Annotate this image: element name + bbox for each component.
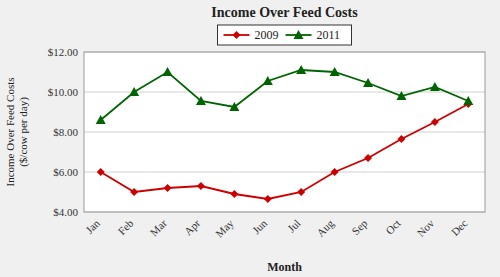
- y-tick-label: $6.00: [53, 166, 78, 178]
- series-line: [101, 104, 469, 199]
- x-tick-label: Jun: [250, 217, 270, 237]
- point: [431, 118, 439, 126]
- y-axis-label: Income Over Feed Costs($/cow per day): [4, 77, 30, 186]
- series-line: [101, 70, 469, 120]
- point: [297, 188, 305, 196]
- chart: Income Over Feed Costs $4.00 $6.00 $8.00 $10…: [0, 0, 500, 277]
- legend-marker: [294, 30, 304, 39]
- x-tick-label: Aug: [314, 217, 336, 239]
- background: [0, 0, 500, 277]
- x-tick-label: Feb: [115, 217, 136, 238]
- x-tick-label: May: [213, 217, 236, 240]
- point: [130, 188, 138, 196]
- point: [196, 96, 206, 105]
- y-tick-label: $8.00: [53, 126, 78, 138]
- point: [229, 102, 239, 111]
- y-tick-label: $4.00: [53, 206, 78, 218]
- series-group: [96, 65, 474, 203]
- x-tick-label: Dec: [449, 217, 470, 238]
- legend-box: [218, 25, 352, 45]
- x-tick-label: Jan: [83, 217, 102, 236]
- point: [331, 168, 339, 176]
- legend: 2009 2011: [218, 25, 352, 45]
- point: [430, 82, 440, 91]
- point: [296, 65, 306, 74]
- plot-area: [84, 52, 485, 212]
- legend-label: 2009: [255, 28, 279, 42]
- point: [330, 67, 340, 76]
- point: [97, 168, 105, 176]
- point: [364, 154, 372, 162]
- legend-label: 2011: [317, 28, 341, 42]
- grid-line: [84, 172, 485, 173]
- x-tick-label: Nov: [414, 217, 436, 239]
- point: [363, 78, 373, 87]
- point: [197, 182, 205, 190]
- point: [263, 76, 273, 85]
- point: [396, 91, 406, 100]
- x-tick-label: Apr: [182, 217, 203, 238]
- x-axis-label: Month: [267, 260, 302, 274]
- point: [96, 115, 106, 124]
- x-tick-label: Mar: [148, 217, 170, 239]
- point: [463, 96, 473, 105]
- point: [230, 190, 238, 198]
- y-tick-label: $10.00: [48, 86, 79, 98]
- point: [164, 184, 172, 192]
- y-tick-label: $12.00: [48, 46, 79, 58]
- x-tick-label: Jul: [285, 217, 303, 235]
- grid-line: [84, 132, 485, 133]
- x-tick-label: Sep: [349, 217, 370, 238]
- point: [163, 67, 173, 76]
- title: Income Over Feed Costs: [211, 5, 358, 20]
- point: [264, 195, 272, 203]
- point: [129, 87, 139, 96]
- point: [397, 135, 405, 143]
- x-tick-label: Oct: [383, 217, 403, 237]
- grid-line: [84, 92, 485, 93]
- legend-marker: [233, 31, 241, 39]
- plot-frame: [84, 52, 485, 212]
